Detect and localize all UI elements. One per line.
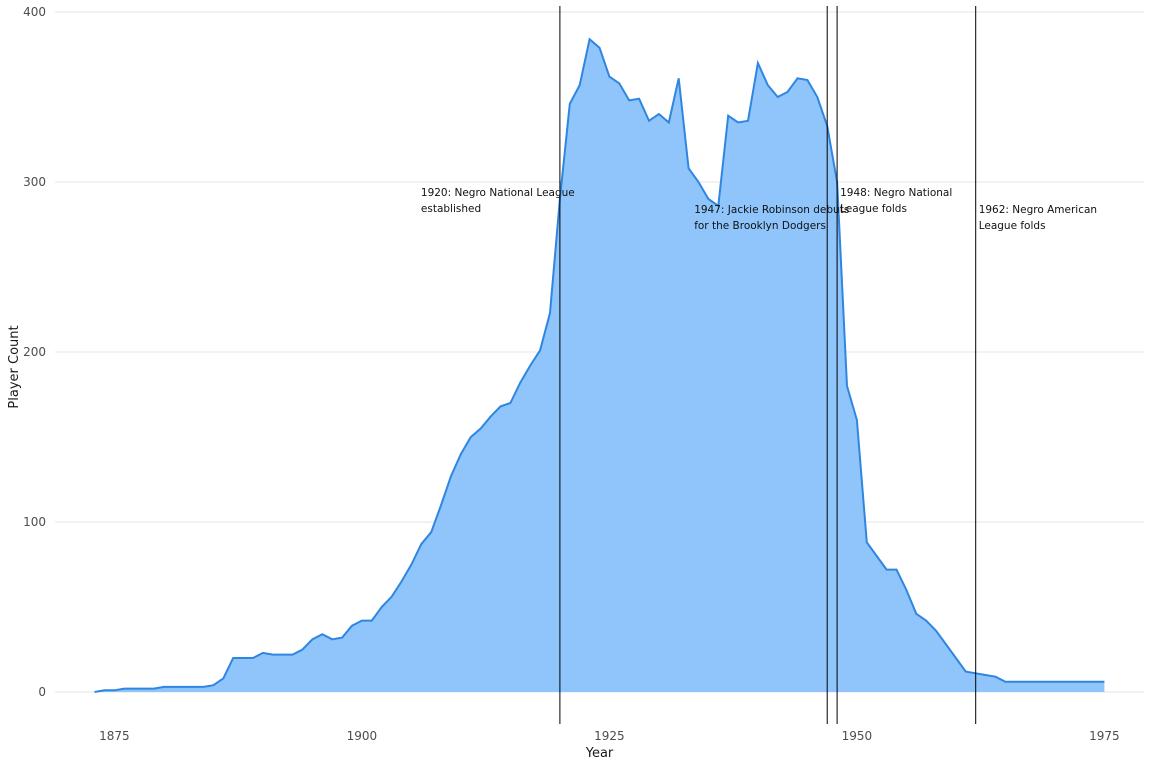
y-tick-label: 400 (23, 5, 46, 19)
x-axis-ticks: 1875 1900 1925 1950 1975 (99, 729, 1120, 743)
event-annotation: for the Brooklyn Dodgers (694, 220, 826, 232)
x-tick-label: 1925 (594, 729, 625, 743)
y-axis-ticks: 0 100 200 300 400 (23, 5, 46, 699)
event-annotation: established (421, 203, 481, 215)
area-fill (94, 39, 1105, 692)
event-annotation: 1920: Negro National League (421, 187, 575, 199)
event-annotation: 1948: Negro National (840, 187, 952, 199)
x-tick-label: 1900 (347, 729, 378, 743)
event-annotation: League folds (840, 203, 907, 215)
y-tick-label: 200 (23, 345, 46, 359)
x-tick-label: 1875 (99, 729, 130, 743)
event-annotation: 1962: Negro American (979, 204, 1097, 216)
event-lines (559, 6, 977, 724)
y-tick-label: 100 (23, 515, 46, 529)
event-annotation: League folds (979, 220, 1046, 232)
x-tick-label: 1950 (842, 729, 873, 743)
event-annotations: 1920: Negro National League established 1… (421, 187, 1097, 232)
y-axis-title: Player Count (7, 325, 22, 408)
event-annotation: 1947: Jackie Robinson debuts (694, 204, 849, 216)
data-area (94, 37, 1105, 693)
area-line (94, 37, 1105, 693)
y-tick-label: 300 (23, 175, 46, 189)
x-tick-label: 1975 (1089, 729, 1120, 743)
x-axis-title: Year (585, 746, 614, 761)
y-tick-label: 0 (38, 685, 46, 699)
